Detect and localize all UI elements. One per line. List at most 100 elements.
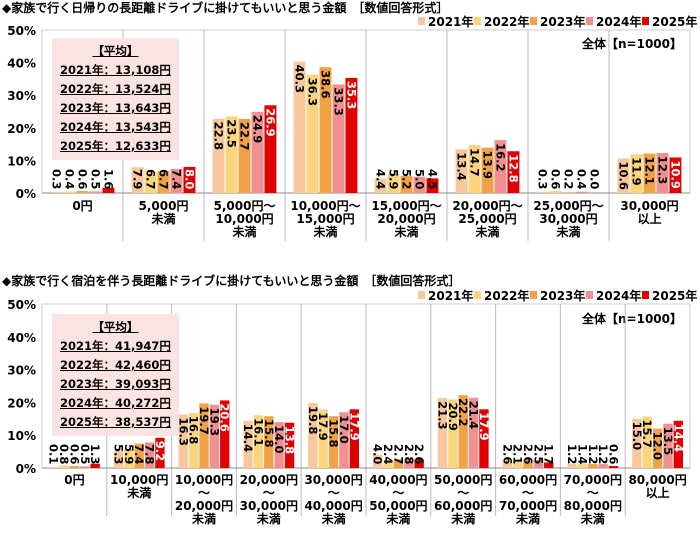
legend-swatch: [642, 17, 649, 25]
x-tick-label: 25,000円～: [533, 199, 603, 213]
average-value: 2022年：42,460円: [60, 358, 171, 372]
bar: [209, 404, 220, 468]
bar: [264, 105, 277, 193]
bar: [89, 191, 102, 193]
bar: [544, 462, 554, 468]
average-value: 2022年：13,524円: [60, 82, 171, 96]
bar: [188, 412, 199, 468]
bar: [157, 171, 170, 193]
data-label: 14.4: [671, 424, 685, 452]
average-value: 2024年：40,272円: [60, 396, 171, 410]
bar: [598, 464, 608, 468]
average-value: 2025年：12,633円: [60, 139, 171, 153]
x-tick-label: 未満: [321, 511, 346, 526]
data-label: 23.5: [225, 119, 239, 147]
legend-label: 2024年: [596, 14, 641, 29]
data-label: 7.9: [131, 169, 145, 189]
bar: [374, 178, 387, 193]
data-label: 17.0: [337, 415, 351, 443]
x-tick-label: 未満: [191, 511, 216, 526]
x-tick-label: 未満: [474, 224, 499, 239]
data-label: 7.4: [169, 169, 183, 189]
x-tick-label: 10,000円～: [290, 199, 360, 213]
data-label: 2.1: [511, 444, 525, 464]
data-label: 1.2: [596, 444, 610, 464]
x-tick-label: ～: [328, 486, 340, 500]
x-tick-label: 未満: [150, 211, 175, 226]
x-tick-label: 30,000円: [539, 212, 597, 226]
data-label: 15.8: [262, 419, 276, 447]
y-tick-label: 20%: [7, 122, 36, 136]
data-label: 13.8: [283, 426, 297, 454]
bar: [264, 416, 274, 468]
bar: [144, 171, 157, 193]
data-label: 17.9: [477, 412, 491, 440]
x-tick-label: ～: [457, 486, 469, 500]
x-tick-label: ～: [263, 486, 275, 500]
x-tick-label: 未満: [126, 485, 151, 500]
bar: [533, 459, 544, 468]
bar: [549, 191, 562, 193]
legend-swatch: [418, 291, 425, 299]
data-label: 14.0: [272, 425, 286, 453]
x-tick-label: 10,000円: [110, 473, 168, 487]
legend-swatch: [474, 17, 481, 25]
legend-label: 2021年: [428, 14, 473, 29]
x-tick-label: 80,000円: [564, 499, 622, 513]
bar: [102, 187, 115, 193]
average-title: 【平均】: [92, 320, 139, 334]
sample-size-note: 全体【n=1000】: [581, 311, 682, 326]
bar: [567, 464, 577, 468]
data-label: 2.7: [391, 444, 405, 464]
data-label: 0.6: [67, 444, 81, 464]
data-label: 14.7: [468, 148, 482, 176]
x-tick-label: 未満: [231, 224, 256, 239]
bar: [617, 158, 630, 193]
x-tick-label: 20,000円～: [452, 199, 522, 213]
data-label: 26.9: [263, 108, 277, 136]
data-label: 12.8: [506, 154, 520, 182]
average-value: 2021年：41,947円: [60, 339, 171, 353]
x-tick-label: 未満: [385, 511, 410, 526]
bar: [306, 74, 319, 193]
x-tick-label: 30,000円: [620, 199, 678, 213]
data-label: 1.3: [88, 444, 102, 464]
y-tick-label: 50%: [7, 24, 36, 38]
average-value: 2021年：13,108円: [60, 63, 171, 77]
data-label: 1.2: [565, 444, 579, 464]
x-tick-label: 未満: [555, 224, 580, 239]
data-label: 19.8: [306, 406, 320, 434]
bar: [512, 461, 523, 468]
y-tick-label: 30%: [7, 364, 36, 378]
bar: [523, 459, 533, 468]
bar: [630, 154, 643, 193]
bar: [656, 152, 669, 193]
bar: [414, 459, 424, 468]
bar: [131, 167, 144, 193]
bar: [400, 176, 413, 193]
data-label: 40.3: [293, 65, 307, 93]
y-tick-label: 20%: [7, 396, 36, 410]
data-label: 12.1: [643, 157, 657, 185]
bar: [663, 423, 673, 468]
legend-label: 2021年: [428, 288, 473, 303]
x-tick-label: 以上: [646, 485, 670, 500]
x-tick-label: 未満: [312, 224, 337, 239]
x-tick-label: ～: [392, 486, 404, 500]
data-label: 5.2: [400, 169, 414, 189]
bar: [632, 418, 642, 468]
x-tick-label: 5,000円: [139, 199, 189, 213]
data-label: 7.8: [143, 444, 157, 464]
y-tick-label: 30%: [7, 89, 36, 103]
bar: [393, 459, 404, 468]
bar: [673, 420, 684, 468]
data-label: 22.2: [456, 398, 470, 426]
data-label: 16.2: [493, 143, 507, 171]
x-tick-label: 20,000円: [175, 499, 233, 513]
bar: [481, 147, 494, 193]
data-label: 19.7: [197, 406, 211, 434]
data-label: 11.9: [630, 157, 644, 185]
data-label: 36.3: [306, 78, 320, 106]
bar: [608, 466, 619, 468]
bar: [652, 428, 663, 468]
